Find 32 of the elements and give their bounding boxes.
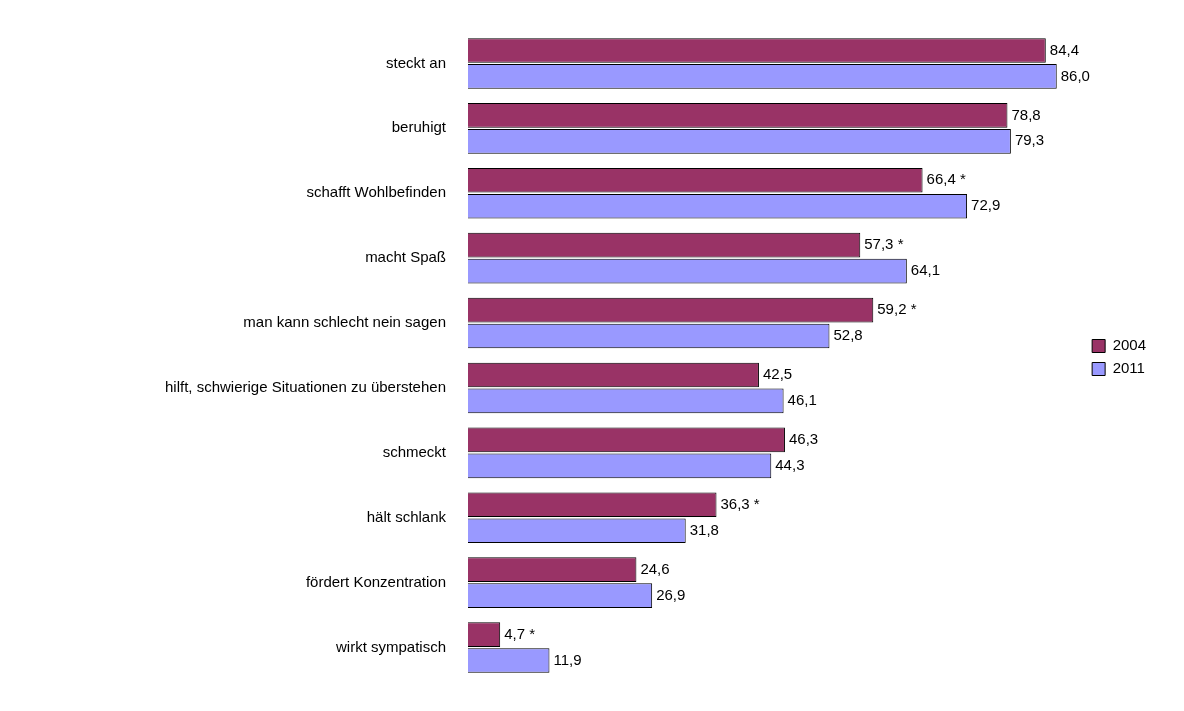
data-label: 79,3 <box>1014 131 1045 149</box>
y-tick-label: man kann schlecht nein sagen <box>243 313 446 331</box>
data-label: 11,9 <box>553 650 582 668</box>
data-label: 52,8 <box>833 326 863 344</box>
legend-label: 2011 <box>1112 359 1145 377</box>
data-label: 44,3 <box>775 455 805 473</box>
data-label: 64,1 <box>910 261 941 279</box>
data-label: 46,3 <box>788 430 819 448</box>
y-tick-label: hilft, schwierige Situationen zu überstehen <box>164 378 446 396</box>
data-label: 84,4 <box>1049 40 1079 58</box>
legend-label: 2004 <box>1112 336 1147 354</box>
data-label: 59,2 * <box>877 300 917 318</box>
data-label: 24,6 <box>640 559 670 577</box>
data-label: 66,4 * <box>926 170 966 188</box>
data-label: 42,5 <box>762 365 793 383</box>
data-label: 86,0 <box>1060 66 1090 84</box>
data-label: 57,3 * <box>864 235 904 253</box>
data-label: 4,7 * <box>504 624 536 642</box>
data-label: 72,9 <box>971 196 1001 214</box>
y-tick-label: fördert Konzentration <box>305 572 446 590</box>
y-tick-label: wirkt sympatisch <box>334 637 446 655</box>
data-label: 78,8 <box>1011 105 1041 123</box>
y-tick-label: beruhigt <box>391 118 447 136</box>
data-label: 36,3 * <box>720 494 760 512</box>
y-tick-label: schmeckt <box>382 442 447 460</box>
data-label: 26,9 <box>656 585 686 603</box>
data-label: 31,8 <box>689 520 719 538</box>
y-tick-label: hält schlank <box>366 507 447 525</box>
y-tick-label: macht Spaß <box>365 248 446 266</box>
y-tick-label: schafft Wohlbefinden <box>306 183 446 201</box>
data-label: 46,1 <box>787 391 817 409</box>
y-tick-label: steckt an <box>385 53 446 71</box>
